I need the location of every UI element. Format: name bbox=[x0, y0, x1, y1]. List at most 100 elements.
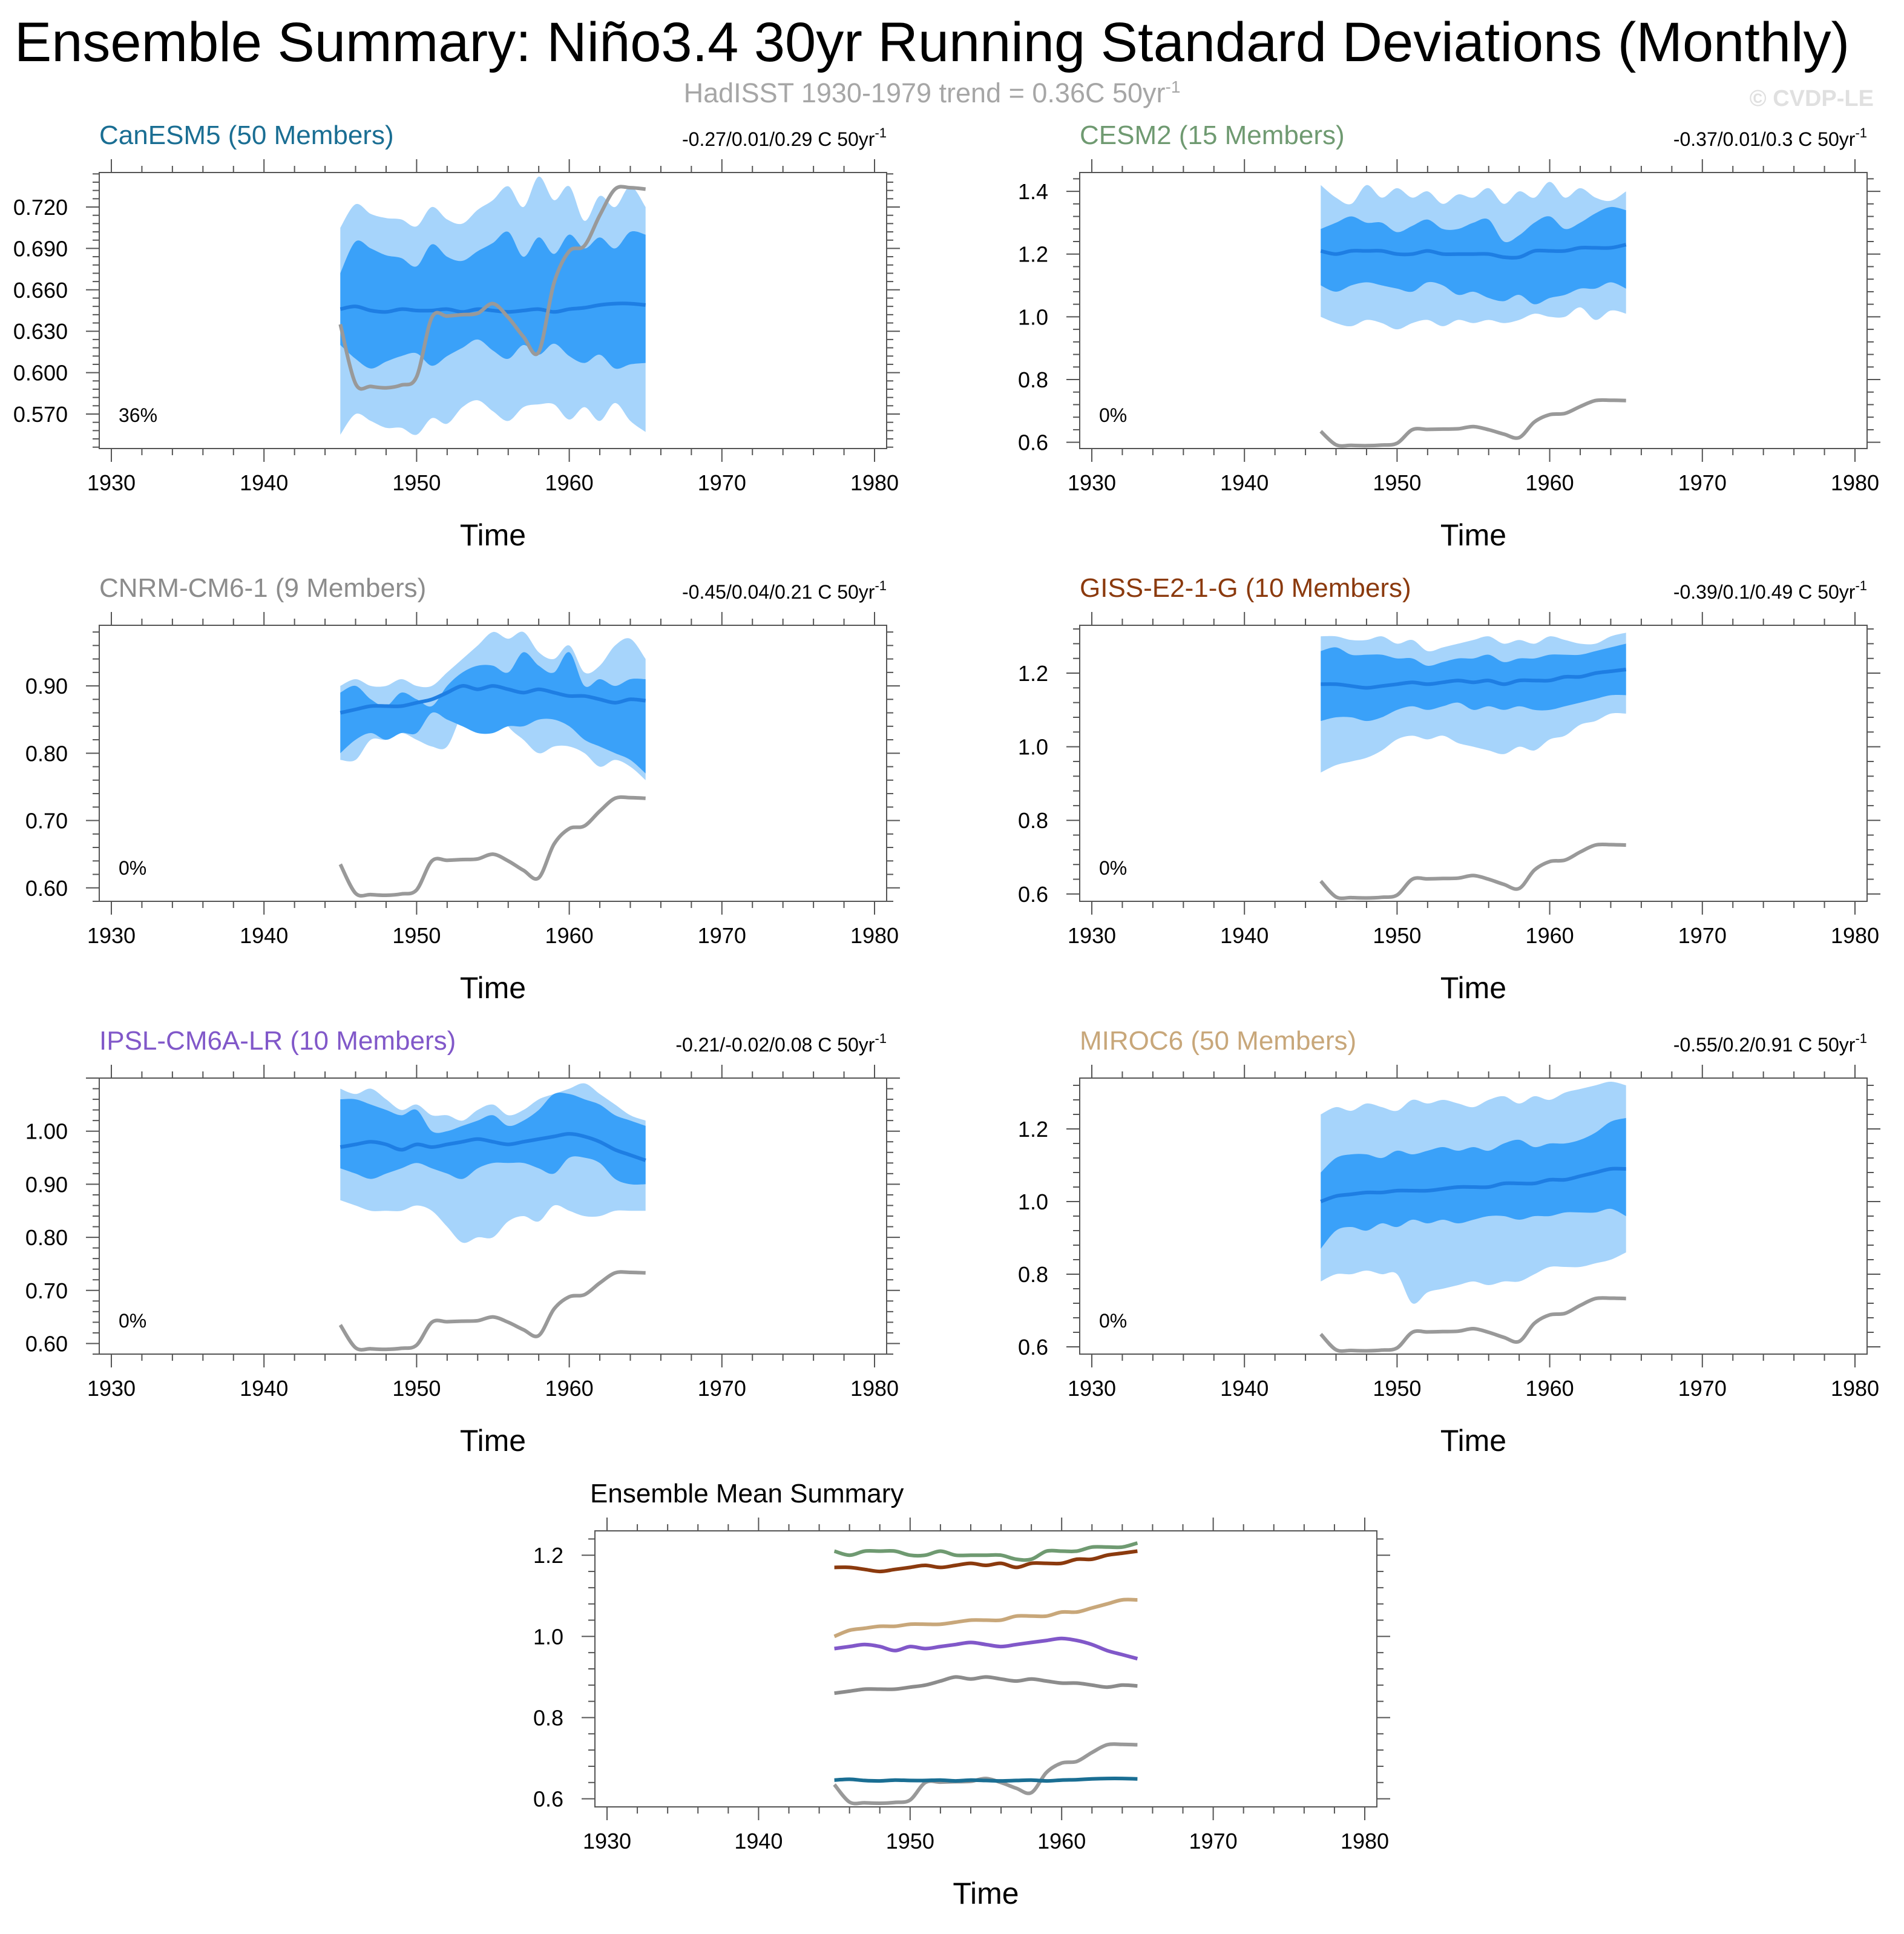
trend-range-text: -0.21/-0.02/0.08 C 50yr bbox=[675, 1034, 875, 1056]
chart-panel-0: 1930 1940 1950 1960 1970 1980 0.570 0.600 0.630 0… bbox=[13, 120, 900, 552]
trend-range-superscript: -1 bbox=[1855, 125, 1867, 140]
y-tick-label: 0.8 bbox=[1018, 367, 1048, 392]
x-axis-title: Time bbox=[1440, 1424, 1506, 1458]
x-tick-label: 1960 bbox=[1037, 1829, 1086, 1853]
percent-label: 0% bbox=[1099, 857, 1127, 879]
x-tick-label: 1950 bbox=[392, 470, 441, 495]
x-axis-title: Time bbox=[460, 971, 526, 1005]
plot-frame bbox=[594, 1530, 1377, 1807]
percent-label: 36% bbox=[119, 404, 157, 426]
x-tick-label: 1970 bbox=[1678, 923, 1727, 948]
x-tick-label: 1980 bbox=[850, 470, 899, 495]
chart-panel-6: 1930 1940 1950 1960 1970 1980 0.6 0.8 1.0 1.2 Time… bbox=[533, 1479, 1390, 1910]
plot-frame bbox=[99, 172, 887, 449]
ensemble-mean-line bbox=[1320, 243, 1627, 260]
plot-area bbox=[833, 1541, 1138, 1806]
percent-label: 0% bbox=[1099, 404, 1127, 426]
subtitle: HadISST 1930-1979 trend = 0.36C 50yr-1 bbox=[0, 77, 1864, 109]
y-tick-label: 0.90 bbox=[25, 1172, 68, 1197]
ensemble-mean-line bbox=[1321, 668, 1627, 690]
x-tick-label: 1940 bbox=[734, 1829, 783, 1853]
y-tick-label: 0.70 bbox=[25, 1278, 68, 1303]
y-tick-label: 0.720 bbox=[13, 195, 68, 220]
trend-range-superscript: -1 bbox=[1855, 578, 1867, 593]
x-tick-label: 1980 bbox=[1831, 1376, 1879, 1401]
x-axis-title: Time bbox=[1440, 518, 1506, 552]
inner-spread-band bbox=[340, 231, 646, 369]
trend-range-text: -0.55/0.2/0.91 C 50yr bbox=[1673, 1034, 1856, 1056]
y-tick-label: 0.6 bbox=[1018, 430, 1048, 455]
x-tick-label: 1960 bbox=[1526, 470, 1574, 495]
x-tick-label: 1980 bbox=[1831, 470, 1879, 495]
y-tick-label: 0.8 bbox=[1018, 808, 1048, 833]
x-axis-title: Time bbox=[460, 518, 526, 552]
observed-hadisst-line bbox=[1319, 398, 1626, 448]
plot-area bbox=[1319, 633, 1627, 901]
inner-spread-band bbox=[340, 652, 646, 774]
panel-title: Ensemble Mean Summary bbox=[590, 1479, 904, 1508]
x-tick-label: 1950 bbox=[392, 1376, 441, 1401]
trend-range-text: -0.45/0.04/0.21 C 50yr bbox=[682, 581, 875, 603]
x-tick-label: 1940 bbox=[240, 923, 288, 948]
x-tick-label: 1930 bbox=[583, 1829, 631, 1853]
y-tick-label: 1.2 bbox=[533, 1543, 563, 1568]
plot-area bbox=[338, 176, 646, 435]
trend-range-label: -0.27/0.01/0.29 C 50yr-1 bbox=[682, 125, 887, 150]
y-tick-label: 0.570 bbox=[13, 402, 68, 427]
y-tick-label: 0.690 bbox=[13, 236, 68, 261]
chart-panel-4: 1930 1940 1950 1960 1970 1980 0.60 0.70 0.80 0.90… bbox=[25, 1026, 900, 1458]
trend-range-label: -0.39/0.1/0.49 C 50yr-1 bbox=[1673, 578, 1867, 603]
trend-range-superscript: -1 bbox=[875, 578, 887, 593]
observed-hadisst-line bbox=[1319, 842, 1626, 901]
panel-title: CNRM-CM6-1 (9 Members) bbox=[99, 573, 426, 603]
y-tick-label: 0.60 bbox=[25, 876, 68, 901]
y-tick-label: 0.80 bbox=[25, 1225, 68, 1250]
trend-range-label: -0.55/0.2/0.91 C 50yr-1 bbox=[1673, 1031, 1867, 1056]
series-line-ipsl-cm6a-lr bbox=[834, 1636, 1138, 1661]
panel-title: MIROC6 (50 Members) bbox=[1080, 1026, 1356, 1056]
y-tick-label: 0.60 bbox=[25, 1331, 68, 1356]
x-tick-label: 1970 bbox=[1189, 1829, 1238, 1853]
x-axis-title: Time bbox=[953, 1876, 1019, 1910]
series-line-cnrm-cm6-1 bbox=[834, 1675, 1138, 1696]
trend-range-superscript: -1 bbox=[875, 125, 887, 140]
x-tick-label: 1970 bbox=[698, 470, 746, 495]
y-tick-label: 1.0 bbox=[533, 1624, 563, 1649]
plot-area bbox=[338, 1083, 646, 1352]
x-tick-label: 1970 bbox=[1678, 470, 1727, 495]
x-tick-label: 1970 bbox=[1678, 1376, 1727, 1401]
y-tick-label: 0.660 bbox=[13, 278, 68, 303]
panel-title: CanESM5 (50 Members) bbox=[99, 120, 394, 150]
x-tick-label: 1930 bbox=[87, 470, 136, 495]
x-tick-label: 1980 bbox=[850, 1376, 899, 1401]
series-line-canesm5 bbox=[834, 1776, 1138, 1783]
y-tick-label: 0.80 bbox=[25, 741, 68, 766]
y-tick-label: 0.6 bbox=[1018, 1335, 1048, 1360]
x-tick-label: 1980 bbox=[850, 923, 899, 948]
percent-label: 0% bbox=[119, 857, 146, 879]
observed-hadisst-line bbox=[338, 795, 646, 898]
y-tick-label: 1.0 bbox=[1018, 1189, 1048, 1214]
x-tick-label: 1930 bbox=[1068, 923, 1116, 948]
x-tick-label: 1950 bbox=[1373, 923, 1421, 948]
x-tick-label: 1960 bbox=[545, 470, 594, 495]
y-tick-label: 1.0 bbox=[1018, 735, 1048, 760]
observed-hadisst-line bbox=[338, 185, 646, 391]
x-tick-label: 1940 bbox=[240, 1376, 288, 1401]
x-axis-title: Time bbox=[1440, 971, 1506, 1005]
percent-label: 0% bbox=[1099, 1310, 1127, 1332]
x-tick-label: 1940 bbox=[1220, 1376, 1269, 1401]
y-tick-label: 1.2 bbox=[1018, 242, 1048, 267]
chart-panel-2: 1930 1940 1950 1960 1970 1980 0.60 0.70 0.80 0.90… bbox=[25, 573, 900, 1005]
inner-spread-band bbox=[1321, 1118, 1626, 1249]
y-tick-label: 0.600 bbox=[13, 361, 68, 386]
subtitle-text: HadISST 1930-1979 trend = 0.36C 50yr bbox=[683, 77, 1166, 108]
x-tick-label: 1960 bbox=[545, 923, 594, 948]
trend-range-superscript: -1 bbox=[1855, 1031, 1867, 1046]
y-tick-label: 0.6 bbox=[533, 1787, 563, 1812]
ensemble-mean-line bbox=[340, 684, 646, 715]
trend-range-text: -0.39/0.1/0.49 C 50yr bbox=[1673, 581, 1856, 603]
x-tick-label: 1930 bbox=[1068, 1376, 1116, 1401]
ensemble-mean-line bbox=[340, 1132, 646, 1162]
